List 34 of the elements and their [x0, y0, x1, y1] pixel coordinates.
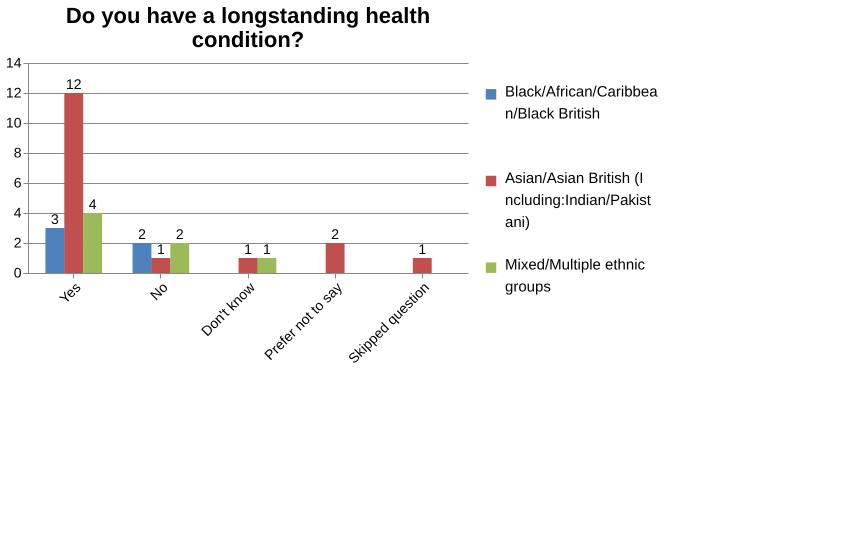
data-label: 3	[50, 211, 59, 227]
data-label: 1	[156, 241, 165, 257]
y-tick-label: 4	[14, 204, 22, 220]
y-tick-label: 2	[14, 234, 22, 250]
data-label: 1	[244, 241, 252, 257]
data-label: 12	[66, 76, 82, 92]
bar	[326, 243, 345, 273]
legend-label: Black/African/Caribbean/Black British	[505, 83, 658, 122]
bar	[238, 258, 258, 273]
data-label: 2	[138, 226, 146, 242]
bar	[132, 243, 152, 273]
data-label: 4	[88, 196, 97, 212]
y-tick-label: 14	[6, 54, 22, 70]
bar	[151, 258, 170, 273]
legend-label: Asian/Asian British (Including:Indian/Pakistani)	[505, 170, 652, 231]
y-tick-label: 6	[14, 174, 22, 190]
x-tick-label: Yes	[56, 279, 84, 307]
bar	[45, 228, 64, 273]
y-tick-label: 8	[14, 144, 22, 160]
bar	[170, 243, 190, 273]
data-label: 1	[262, 241, 271, 257]
x-tick-label: No	[146, 278, 171, 304]
bar	[412, 258, 432, 273]
bar	[257, 258, 276, 273]
legend-label: Mixed/Multiple ethnic groups	[505, 256, 646, 296]
data-label: 2	[176, 226, 184, 242]
data-label: 2	[331, 226, 340, 242]
data-label: 1	[418, 241, 426, 257]
bar	[64, 93, 84, 273]
y-tick-label: 10	[6, 114, 22, 130]
y-tick-label: 12	[6, 84, 22, 100]
chart-title: Do you have a longstanding health condition?	[66, 3, 430, 52]
bar	[83, 213, 102, 273]
y-tick-label: 0	[14, 264, 22, 280]
